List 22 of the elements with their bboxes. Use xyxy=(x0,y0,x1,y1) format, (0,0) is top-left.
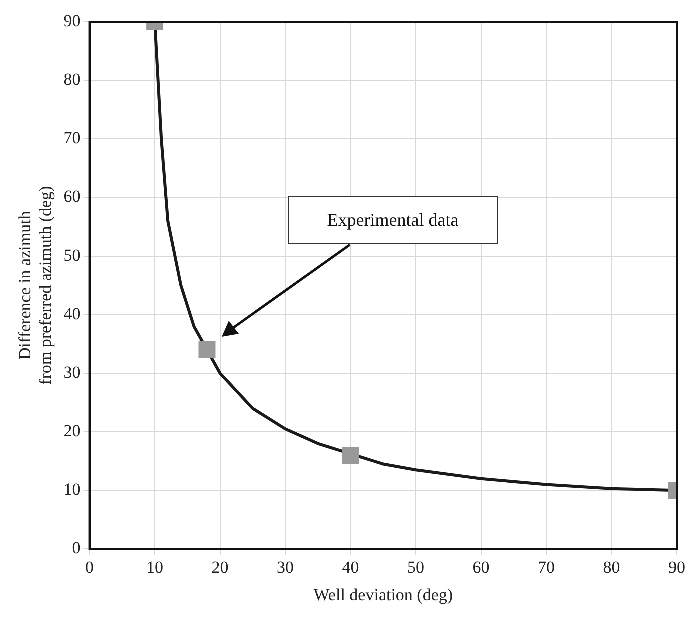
y-tick-label: 80 xyxy=(64,70,81,90)
x-tick-label: 50 xyxy=(408,558,425,577)
y-tick-label: 10 xyxy=(64,480,81,500)
y-tick-label: 0 xyxy=(72,538,81,558)
x-tick-label: 40 xyxy=(342,558,360,577)
x-tick-label: 90 xyxy=(668,558,686,577)
y-tick-label: 60 xyxy=(64,187,81,206)
x-tick-label: 0 xyxy=(86,558,94,577)
y-tick-label: 20 xyxy=(64,422,81,441)
x-tick-label: 80 xyxy=(603,558,620,577)
y-tick-label: 50 xyxy=(64,246,81,265)
x-tick-label: 20 xyxy=(212,558,229,577)
x-tick-label: 10 xyxy=(146,558,164,577)
y-tick-label: 40 xyxy=(64,304,81,324)
y-tick-label: 90 xyxy=(64,11,81,30)
x-tick-label: 60 xyxy=(472,558,490,577)
y-tick-label: 30 xyxy=(64,362,81,382)
x-tick-label: 70 xyxy=(538,558,556,577)
y-axis-title: Difference in azimuth from preferred azimuth (deg) xyxy=(16,186,56,385)
x-tick-label: 30 xyxy=(277,558,294,577)
y-tick-label: 70 xyxy=(64,128,81,148)
x-axis-title: Well deviation (deg) xyxy=(314,585,454,604)
